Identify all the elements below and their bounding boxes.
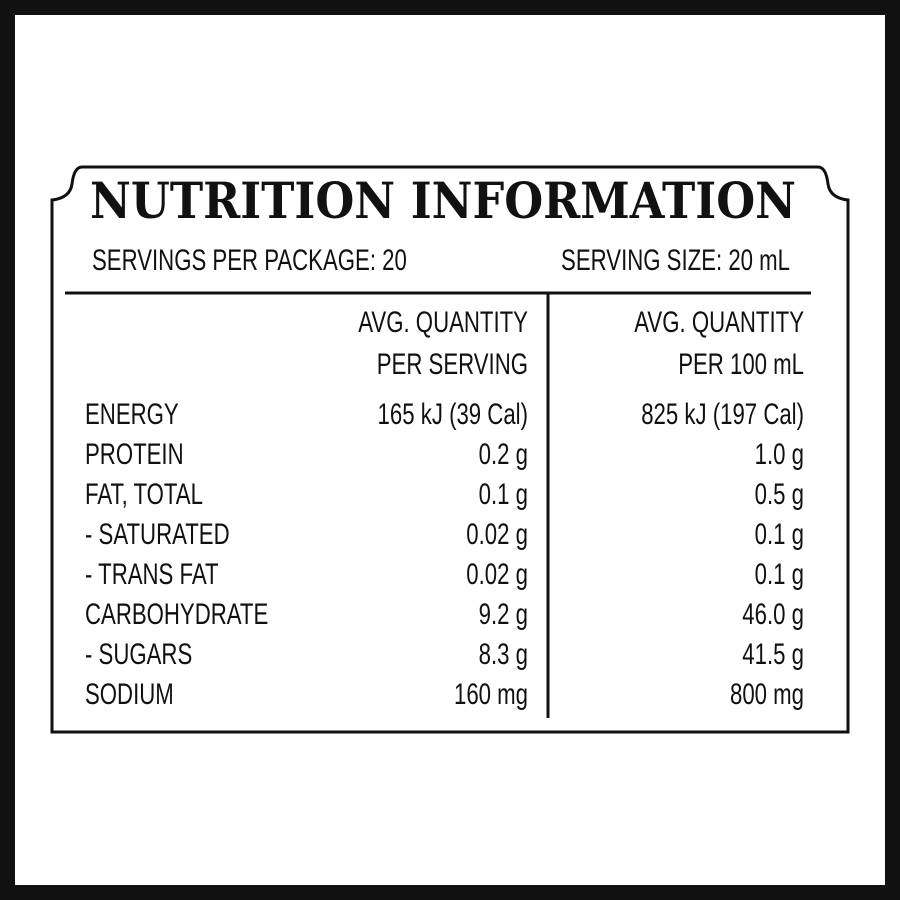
per-100ml: 0.5 g bbox=[755, 477, 804, 511]
nutrient-name: - SUGARS bbox=[85, 637, 192, 671]
label-border bbox=[50, 165, 850, 734]
nutrient-name: FAT, TOTAL bbox=[85, 477, 203, 511]
per-100ml: 0.1 g bbox=[755, 557, 804, 591]
nutrient-name: ENERGY bbox=[85, 397, 179, 431]
per-serving: 0.02 g bbox=[466, 517, 528, 551]
column-header: PER SERVING bbox=[377, 347, 528, 381]
per-serving: 0.02 g bbox=[466, 557, 528, 591]
per-100ml: 41.5 g bbox=[742, 637, 804, 671]
per-serving: 9.2 g bbox=[479, 597, 528, 631]
servings-per-package: SERVINGS PER PACKAGE: 20 bbox=[92, 243, 407, 277]
column-header: AVG. QUANTITY bbox=[634, 305, 804, 339]
text-layer: SERVINGS PER PACKAGE: 20 SERVING SIZE: 20… bbox=[85, 243, 804, 711]
per-100ml: 46.0 g bbox=[742, 597, 804, 631]
column-header: PER 100 mL bbox=[678, 347, 804, 381]
nutrient-name: CARBOHYDRATE bbox=[85, 597, 268, 631]
per-100ml: 0.1 g bbox=[755, 517, 804, 551]
column-header: AVG. QUANTITY bbox=[358, 305, 528, 339]
title: NUTRITION INFORMATION bbox=[90, 171, 796, 230]
serving-size: SERVING SIZE: 20 mL bbox=[561, 243, 790, 277]
per-100ml: 825 kJ (197 Cal) bbox=[641, 397, 804, 431]
per-serving: 0.2 g bbox=[479, 437, 528, 471]
per-serving: 165 kJ (39 Cal) bbox=[378, 397, 528, 431]
per-serving: 8.3 g bbox=[479, 637, 528, 671]
per-serving: 160 mg bbox=[454, 677, 528, 711]
nutrient-name: - SATURATED bbox=[85, 517, 230, 551]
nutrient-name: SODIUM bbox=[85, 677, 174, 711]
per-serving: 0.1 g bbox=[479, 477, 528, 511]
per-100ml: 1.0 g bbox=[755, 437, 804, 471]
nutrient-name: - TRANS FAT bbox=[85, 557, 219, 591]
nutrient-name: PROTEIN bbox=[85, 437, 184, 471]
per-100ml: 800 mg bbox=[730, 677, 804, 711]
